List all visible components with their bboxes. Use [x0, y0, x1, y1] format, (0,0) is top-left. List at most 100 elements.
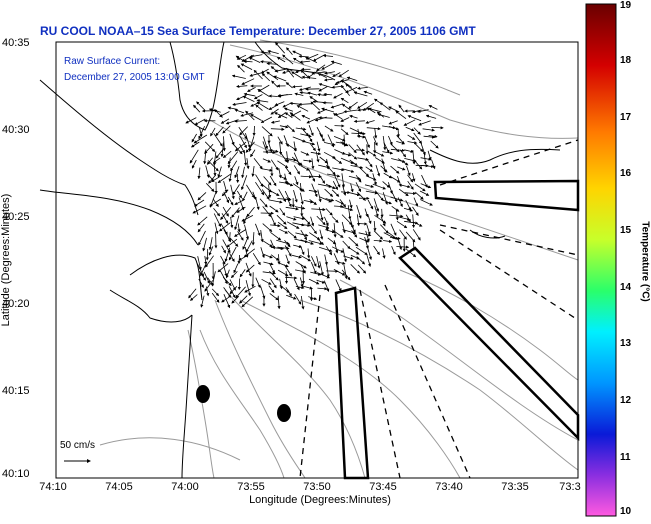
- current-vector: [317, 273, 329, 278]
- current-vector: [263, 241, 272, 247]
- current-vector: [287, 125, 294, 132]
- current-vector: [351, 165, 363, 168]
- current-vector: [317, 280, 325, 283]
- current-vector: [308, 134, 312, 141]
- current-vector: [344, 110, 358, 112]
- current-vector: [260, 199, 267, 207]
- current-vector: [243, 192, 248, 201]
- current-vector: [408, 135, 415, 140]
- current-vector: [261, 247, 264, 257]
- current-vector: [334, 93, 343, 98]
- current-vector: [263, 206, 271, 216]
- current-vector: [389, 126, 399, 129]
- current-vector: [431, 127, 443, 128]
- current-vector: [320, 157, 328, 163]
- current-vector: [194, 135, 207, 143]
- current-vector: [237, 191, 241, 198]
- current-vector: [287, 48, 293, 55]
- current-vector: [294, 165, 299, 174]
- current-vector: [383, 248, 385, 258]
- current-vector: [247, 207, 255, 216]
- current-vector: [256, 278, 260, 288]
- current-vector: [286, 287, 292, 296]
- current-vector: [381, 217, 385, 226]
- current-vector: [357, 158, 368, 160]
- current-vector: [405, 193, 416, 194]
- current-vector: [278, 296, 279, 309]
- current-vector: [311, 209, 325, 210]
- current-vector: [253, 166, 254, 176]
- current-vector: [244, 152, 246, 165]
- current-vector: [341, 129, 348, 135]
- current-vector: [218, 167, 221, 177]
- current-vector: [190, 150, 198, 163]
- current-vector: [206, 166, 209, 178]
- current-vector: [192, 160, 196, 168]
- current-vector: [404, 208, 412, 211]
- current-vector: [230, 232, 231, 241]
- current-vector: [408, 175, 413, 182]
- current-vector: [335, 113, 344, 115]
- current-vector: [251, 102, 260, 106]
- current-vector: [404, 150, 413, 152]
- current-vector: [398, 159, 408, 165]
- current-vector: [205, 142, 214, 152]
- current-vector: [269, 105, 278, 110]
- current-vector: [357, 257, 365, 264]
- current-vector: [263, 159, 270, 162]
- current-vector: [234, 264, 238, 273]
- current-vector: [309, 279, 319, 284]
- current-vector: [384, 173, 392, 178]
- colorbar-tick: 17: [620, 112, 631, 123]
- current-vector: [324, 56, 333, 57]
- current-vector: [332, 61, 342, 64]
- current-vector: [254, 158, 262, 169]
- current-vector: [383, 192, 387, 204]
- current-vector: [280, 285, 289, 292]
- current-vector: [214, 152, 216, 166]
- current-vector: [206, 256, 214, 267]
- current-vector: [318, 190, 321, 202]
- current-vector: [224, 181, 227, 192]
- current-vector: [367, 144, 368, 154]
- current-vector: [210, 237, 212, 249]
- current-vector: [251, 115, 262, 121]
- current-vector: [365, 237, 368, 248]
- current-vector: [320, 261, 323, 275]
- current-vector: [366, 231, 369, 241]
- current-vector: [343, 104, 351, 110]
- current-vector: [287, 151, 288, 162]
- current-vector: [335, 261, 345, 263]
- current-vector: [215, 110, 223, 118]
- sampling-boxes: [336, 181, 578, 478]
- current-vector: [390, 197, 402, 201]
- current-vector: [388, 136, 392, 145]
- current-vector: [332, 230, 343, 238]
- current-vector: [279, 182, 289, 184]
- current-vector: [308, 248, 309, 257]
- current-vector: [396, 111, 406, 119]
- current-vector: [271, 160, 278, 170]
- current-vector: [382, 152, 392, 154]
- current-vector: [261, 230, 263, 242]
- current-vector: [375, 215, 386, 223]
- current-vector: [309, 169, 315, 182]
- current-vector: [392, 206, 399, 211]
- colorbar-tick: 18: [620, 55, 631, 66]
- current-vector: [228, 197, 233, 205]
- current-vector: [192, 142, 200, 147]
- current-vector: [222, 296, 231, 302]
- current-vector: [208, 174, 214, 181]
- current-vector: [247, 158, 248, 168]
- current-vector: [317, 216, 325, 225]
- current-vector: [275, 102, 284, 106]
- current-vector: [263, 262, 273, 264]
- current-vector: [238, 223, 239, 231]
- current-vector: [332, 157, 341, 163]
- current-vector: [324, 142, 335, 145]
- current-vector: [413, 222, 422, 226]
- current-vector: [407, 166, 410, 176]
- x-axis-label: Longitude (Degrees:Minutes): [200, 494, 440, 506]
- current-vector: [316, 151, 318, 161]
- current-vector: [300, 61, 310, 62]
